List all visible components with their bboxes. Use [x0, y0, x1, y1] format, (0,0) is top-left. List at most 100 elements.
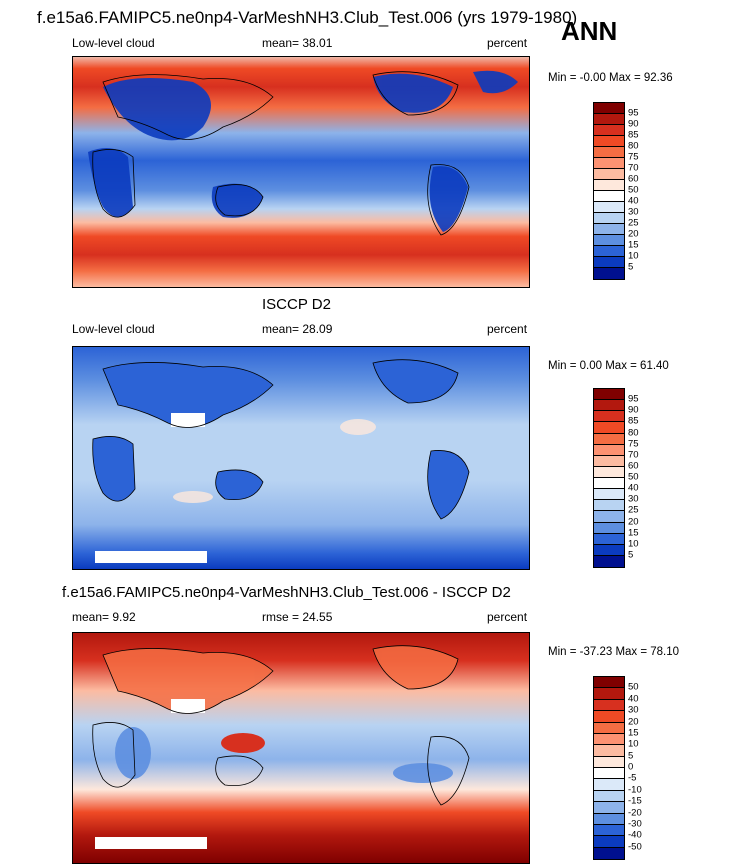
colorbar-tick-label: -10: [628, 784, 642, 796]
colorbar-tick-label: 75: [628, 151, 639, 163]
colorbar-swatch: [594, 847, 624, 859]
colorbar-swatch: [594, 268, 624, 279]
colorbar-tick-label: 40: [628, 482, 639, 494]
colorbar-tick-label: 60: [628, 173, 639, 185]
colorbar-tick-label: 70: [628, 162, 639, 174]
colorbar-tick-label: 85: [628, 415, 639, 427]
colorbar-tick-label: 0: [628, 761, 634, 773]
colorbar-tick-label: -5: [628, 772, 637, 784]
colorbar-tick-label: 80: [628, 140, 639, 152]
colorbar-swatch: [594, 257, 624, 268]
colorbar-tick-label: -40: [628, 829, 642, 841]
colorbar-swatch: [594, 433, 624, 445]
colorbar-tick-label: 40: [628, 195, 639, 207]
colorbar-swatch: [594, 136, 624, 147]
colorbar-swatch: [594, 722, 624, 734]
colorbar-tick-label: -50: [628, 841, 642, 853]
colorbar-swatch: [594, 544, 624, 556]
colorbar-swatch: [594, 756, 624, 768]
colorbar-tick-label: 5: [628, 750, 634, 762]
panel-3-title: f.e15a6.FAMIPC5.ne0np4-VarMeshNH3.Club_T…: [62, 584, 511, 601]
colorbar-tick-label: 95: [628, 393, 639, 405]
panel-2-units-label: percent: [487, 322, 528, 336]
colorbar-tick-label: 10: [628, 738, 639, 750]
panel-1-units-label: percent: [487, 36, 528, 50]
colorbar-swatch: [594, 677, 624, 689]
colorbar-swatch: [594, 235, 624, 246]
colorbar-swatch: [594, 824, 624, 837]
colorbar-swatch: [594, 114, 624, 125]
colorbar-swatch: [594, 533, 624, 545]
colorbar-tick-label: 50: [628, 184, 639, 196]
colorbar-swatch: [594, 489, 624, 501]
colorbar-swatch: [594, 411, 624, 423]
colorbar-swatch: [594, 455, 624, 467]
colorbar-swatch: [594, 202, 624, 213]
colorbar-swatch: [594, 246, 624, 257]
colorbar-swatch: [594, 147, 624, 158]
panel-3-map: [72, 632, 530, 864]
colorbar-swatch: [594, 180, 624, 191]
panel-2-mean-label: mean= 28.09: [262, 322, 333, 336]
colorbar-swatch: [594, 103, 624, 114]
panel-1-variable-label: Low-level cloud: [72, 36, 155, 50]
colorbar-tick-label: 30: [628, 704, 639, 716]
colorbar-tick-label: 5: [628, 549, 634, 561]
panel-2-map: [72, 346, 530, 570]
panel-2-title: ISCCP D2: [262, 296, 331, 313]
panel-1-colorbar: [593, 102, 625, 280]
colorbar-tick-label: 70: [628, 449, 639, 461]
colorbar-tick-label: 95: [628, 107, 639, 119]
colorbar-tick-label: 25: [628, 217, 639, 229]
colorbar-tick-label: 85: [628, 129, 639, 141]
colorbar-tick-label: 10: [628, 250, 639, 262]
colorbar-swatch: [594, 224, 624, 235]
colorbar-tick-label: 90: [628, 404, 639, 416]
colorbar-tick-label: 40: [628, 693, 639, 705]
colorbar-swatch: [594, 478, 624, 490]
colorbar-tick-label: 50: [628, 471, 639, 483]
colorbar-swatch: [594, 444, 624, 456]
colorbar-tick-label: 20: [628, 516, 639, 527]
colorbar-swatch: [594, 389, 624, 401]
colorbar-swatch: [594, 169, 624, 180]
colorbar-swatch: [594, 422, 624, 434]
panel-1-mean-label: mean= 38.01: [262, 36, 333, 50]
colorbar-swatch: [594, 745, 624, 757]
panel-3-minmax: Min = -37.23 Max = 78.10: [548, 646, 680, 658]
colorbar-swatch: [594, 711, 624, 723]
colorbar-tick-label: 30: [628, 493, 639, 505]
colorbar-tick-label: -20: [628, 807, 642, 818]
colorbar-swatch: [594, 555, 624, 567]
main-title: f.e15a6.FAMIPC5.ne0np4-VarMeshNH3.Club_T…: [37, 8, 578, 27]
panel-3-mean-label: mean= 9.92: [72, 610, 136, 624]
colorbar-swatch: [594, 191, 624, 202]
colorbar-swatch: [594, 779, 624, 791]
season-label: ANN: [561, 16, 618, 46]
colorbar-swatch: [594, 813, 624, 825]
panel-3-units-label: percent: [487, 610, 528, 624]
colorbar-swatch: [594, 511, 624, 523]
colorbar-tick-label: 75: [628, 438, 639, 450]
colorbar-swatch: [594, 699, 624, 712]
colorbar-tick-label: 15: [628, 239, 639, 251]
colorbar-swatch: [594, 768, 624, 780]
colorbar-tick-label: 60: [628, 460, 639, 472]
colorbar-swatch: [594, 500, 624, 512]
colorbar-swatch: [594, 213, 624, 224]
colorbar-swatch: [594, 400, 624, 412]
panel-1-map: [72, 56, 530, 288]
panel-3-colorbar: [593, 676, 625, 860]
panel-2-minmax: Min = 0.00 Max = 61.40: [548, 360, 669, 372]
colorbar-swatch: [594, 733, 624, 746]
colorbar-tick-label: 20: [628, 228, 639, 240]
panel-2-variable-label: Low-level cloud: [72, 322, 155, 336]
colorbar-swatch: [594, 158, 624, 169]
panel-1-minmax: Min = -0.00 Max = 92.36: [548, 72, 673, 84]
colorbar-tick-label: 5: [628, 261, 634, 273]
colorbar-swatch: [594, 125, 624, 136]
colorbar-tick-label: 20: [628, 716, 639, 727]
colorbar-tick-label: 50: [628, 681, 639, 693]
colorbar-tick-label: -15: [628, 795, 642, 807]
colorbar-tick-label: 30: [628, 206, 639, 218]
